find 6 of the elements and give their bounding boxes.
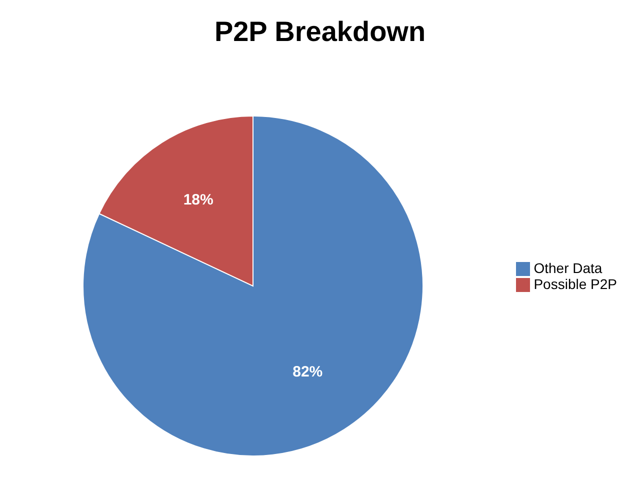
legend-label: Possible P2P xyxy=(534,276,617,292)
data-label: 82% xyxy=(292,364,323,381)
data-label: 18% xyxy=(183,191,214,208)
chart-title: P2P Breakdown xyxy=(213,15,427,49)
pie-slice xyxy=(82,116,424,456)
legend-label: Other Data xyxy=(534,260,602,276)
